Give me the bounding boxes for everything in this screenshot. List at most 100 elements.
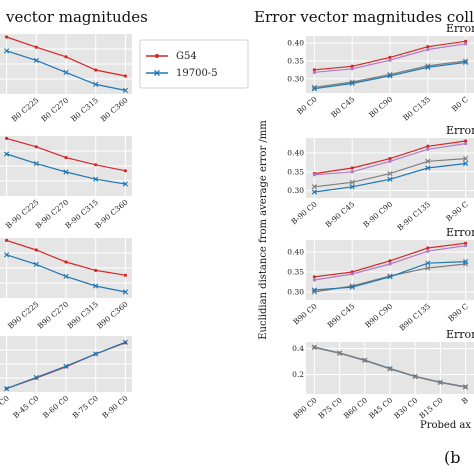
panel-left-4: B30 C0B-45 C0B-60 C0B-75 C0B-90 C0 <box>0 336 132 420</box>
data-point <box>311 287 317 293</box>
x-tick-label: B-75 C0 <box>71 393 100 420</box>
y-tick-label: 0.40 <box>287 149 304 158</box>
data-point <box>463 259 469 265</box>
data-point <box>4 386 10 392</box>
data-point <box>337 350 343 356</box>
data-point <box>463 384 469 390</box>
data-point <box>464 39 468 43</box>
y-tick-label: 0.35 <box>287 56 304 65</box>
x-tick-label: B0 C <box>450 94 470 113</box>
data-point <box>123 169 127 173</box>
x-tick-label: B0 C270 <box>39 95 70 123</box>
x-tick-label: B-90 C <box>444 199 470 223</box>
y-tick-label: 0.35 <box>287 268 304 277</box>
data-point <box>350 170 354 174</box>
x-tick-label: B-90 C360 <box>93 197 130 230</box>
x-tick-label: B0 C315 <box>69 95 100 123</box>
data-point <box>388 262 392 266</box>
data-point <box>426 144 430 148</box>
y-tick-label: 0.30 <box>287 288 304 297</box>
x-tick-label: B90 C270 <box>36 299 71 330</box>
x-tick-label: B-90 C0 <box>289 199 318 226</box>
data-point <box>350 64 354 68</box>
legend-label-19700-5: 19700-5 <box>176 68 218 79</box>
data-point <box>63 169 69 175</box>
data-point <box>387 73 393 79</box>
legend-box <box>139 39 249 89</box>
data-point <box>350 67 354 71</box>
left-title: vector magnitudes <box>5 8 148 26</box>
y-tick-label: 0.40 <box>287 39 304 48</box>
data-point <box>349 184 355 190</box>
data-point <box>33 161 39 167</box>
x-tick-label: B30 C0 <box>0 393 11 418</box>
data-point <box>94 68 98 72</box>
x-tick-label: B75 C0 <box>317 395 344 420</box>
data-point <box>388 58 392 62</box>
data-point <box>350 272 354 276</box>
data-point <box>464 139 468 143</box>
data-point <box>311 344 317 351</box>
data-point <box>463 156 469 162</box>
panel-right-3: 0.30 0.35 0.40 B90 C0 B90 C45 B90 C90 B90 C135… <box>287 226 474 333</box>
data-point <box>34 248 38 252</box>
x-tick-label: B90 C360 <box>95 299 130 330</box>
data-point <box>349 80 355 86</box>
data-point <box>388 259 392 263</box>
legend-label-g54: G54 <box>176 51 197 62</box>
data-point <box>362 357 368 364</box>
x-tick-label: B0 C90 <box>367 94 394 119</box>
data-point <box>4 48 10 54</box>
data-point <box>4 151 10 157</box>
data-point <box>349 284 355 290</box>
y-tick-label: 0.30 <box>287 186 304 195</box>
y-tick-label: 0.40 <box>287 248 304 257</box>
x-tick-label: B90 C0 <box>291 301 318 326</box>
data-point <box>426 249 430 253</box>
x-tick-label: B30 C0 <box>392 395 419 420</box>
data-point <box>63 273 69 279</box>
data-point <box>311 86 317 92</box>
legend-marker-g54 <box>155 54 159 58</box>
x-tick-label: B90 C225 <box>6 299 41 330</box>
panel-subtitle: Error <box>446 328 474 341</box>
x-tick-label: B15 C0 <box>417 395 444 420</box>
data-point <box>464 241 468 245</box>
data-point <box>122 289 128 295</box>
x-tick-label: B0 C45 <box>329 94 356 119</box>
data-point <box>311 184 317 190</box>
data-point <box>34 45 38 49</box>
data-point <box>33 57 39 63</box>
data-point <box>63 69 69 75</box>
x-tick-label: B0 C360 <box>99 95 130 123</box>
x-tick-label: B45 C0 <box>367 395 394 420</box>
data-point <box>63 363 69 369</box>
data-point <box>64 55 68 59</box>
data-point <box>437 379 443 386</box>
y-tick-label: 0.2 <box>292 370 304 379</box>
data-point <box>425 165 431 171</box>
data-point <box>122 181 128 187</box>
data-point <box>5 238 9 242</box>
data-point <box>425 64 431 70</box>
right-title: Error vector magnitudes collect <box>254 8 474 26</box>
data-point <box>350 166 354 170</box>
data-point <box>312 70 316 74</box>
data-point <box>464 244 468 248</box>
data-point <box>349 179 355 185</box>
data-point <box>412 374 418 380</box>
data-point <box>425 265 431 271</box>
data-point <box>94 163 98 167</box>
data-point <box>93 176 99 182</box>
x-tick-label: B-90 C0 <box>100 393 129 420</box>
panel-right-2: 0.300.350.40B-90 C0 B-90 C45 B-90 C90 B-90 … <box>287 124 474 232</box>
x-tick-label: B90 C135 <box>398 301 433 332</box>
data-point <box>387 366 393 372</box>
x-tick-label: B <box>460 395 470 406</box>
data-point <box>388 159 392 163</box>
data-point <box>425 260 431 266</box>
x-tick-label: B90 C0 <box>291 395 318 420</box>
